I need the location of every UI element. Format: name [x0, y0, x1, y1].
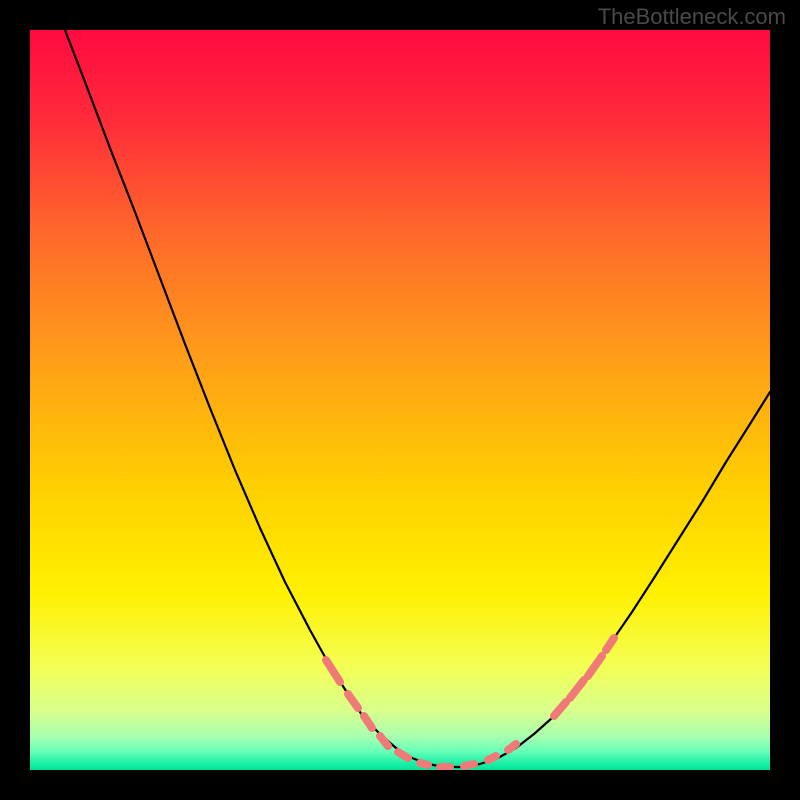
plot-area — [30, 30, 770, 770]
watermark-text: TheBottleneck.com — [598, 4, 786, 30]
gradient-background — [30, 30, 770, 770]
chart-stage: TheBottleneck.com — [0, 0, 800, 800]
